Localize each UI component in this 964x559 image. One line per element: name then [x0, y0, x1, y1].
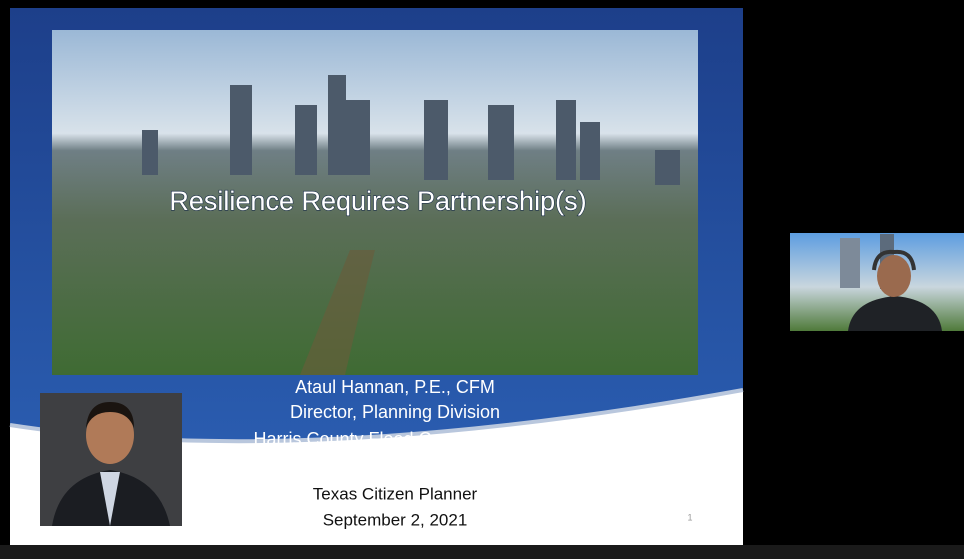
- slide-title: Resilience Requires Partnership(s): [169, 186, 586, 216]
- headshot: [40, 393, 182, 526]
- presenter-role: Director, Planning Division: [290, 402, 500, 422]
- presenter-name: Ataul Hannan, P.E., CFM: [295, 377, 495, 397]
- screen: Resilience Requires Partnership(s) Ataul…: [0, 0, 964, 559]
- webcam-thumbnail: [790, 233, 964, 331]
- presenter-org: Harris County Flood Control District: [253, 429, 536, 449]
- page: Resilience Requires Partnership(s) Ataul…: [0, 0, 964, 559]
- slide: Resilience Requires Partnership(s) Ataul…: [10, 8, 743, 545]
- page-number: 1: [687, 512, 692, 522]
- event-date: September 2, 2021: [323, 510, 468, 529]
- event-name: Texas Citizen Planner: [313, 484, 478, 503]
- player-bar: [0, 545, 964, 559]
